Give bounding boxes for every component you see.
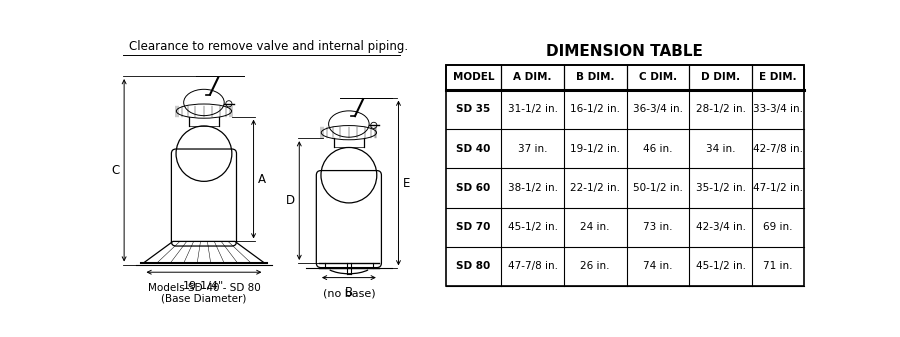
Text: 74 in.: 74 in.: [644, 262, 672, 271]
Text: D DIM.: D DIM.: [701, 72, 740, 83]
Text: 35-1/2 in.: 35-1/2 in.: [696, 183, 745, 193]
Text: 19-1/4": 19-1/4": [184, 281, 225, 291]
Text: E: E: [403, 177, 410, 189]
Text: MODEL: MODEL: [453, 72, 494, 83]
Text: C DIM.: C DIM.: [639, 72, 677, 83]
Text: SD 35: SD 35: [456, 104, 491, 114]
Text: Clearance to remove valve and internal piping.: Clearance to remove valve and internal p…: [129, 40, 409, 53]
Text: SD 70: SD 70: [456, 222, 491, 232]
Text: A: A: [258, 173, 266, 186]
Text: 73 in.: 73 in.: [644, 222, 672, 232]
Text: (no base): (no base): [322, 288, 375, 298]
Text: B DIM.: B DIM.: [576, 72, 615, 83]
Text: 24 in.: 24 in.: [580, 222, 610, 232]
Text: 47-7/8 in.: 47-7/8 in.: [508, 262, 558, 271]
Text: 50-1/2 in.: 50-1/2 in.: [633, 183, 683, 193]
Text: A DIM.: A DIM.: [513, 72, 552, 83]
Text: (Base Diameter): (Base Diameter): [161, 294, 247, 304]
Text: SD 40: SD 40: [456, 144, 491, 154]
Text: E DIM.: E DIM.: [759, 72, 796, 83]
Text: D: D: [285, 194, 294, 207]
Bar: [446, 65, 804, 90]
Text: SD 80: SD 80: [456, 262, 491, 271]
Text: 45-1/2 in.: 45-1/2 in.: [696, 262, 745, 271]
Text: DIMENSION TABLE: DIMENSION TABLE: [546, 44, 703, 59]
Text: B: B: [345, 286, 353, 299]
Text: 31-1/2 in.: 31-1/2 in.: [508, 104, 558, 114]
Text: 42-3/4 in.: 42-3/4 in.: [696, 222, 745, 232]
Text: 46 in.: 46 in.: [644, 144, 672, 154]
Text: 42-7/8 in.: 42-7/8 in.: [752, 144, 803, 154]
Text: 37 in.: 37 in.: [518, 144, 547, 154]
Text: SD 60: SD 60: [456, 183, 491, 193]
Text: 22-1/2 in.: 22-1/2 in.: [571, 183, 620, 193]
Text: 33-3/4 in.: 33-3/4 in.: [752, 104, 803, 114]
Bar: [446, 65, 804, 286]
Text: 45-1/2 in.: 45-1/2 in.: [508, 222, 558, 232]
Text: C: C: [112, 164, 120, 177]
Text: 28-1/2 in.: 28-1/2 in.: [696, 104, 745, 114]
Text: 38-1/2 in.: 38-1/2 in.: [508, 183, 558, 193]
Text: 47-1/2 in.: 47-1/2 in.: [752, 183, 803, 193]
Text: Models SD-40 - SD 80: Models SD-40 - SD 80: [148, 283, 260, 293]
Text: 26 in.: 26 in.: [580, 262, 610, 271]
Text: 19-1/2 in.: 19-1/2 in.: [571, 144, 620, 154]
Text: 34 in.: 34 in.: [706, 144, 735, 154]
Text: 69 in.: 69 in.: [763, 222, 793, 232]
Text: 36-3/4 in.: 36-3/4 in.: [633, 104, 683, 114]
Text: 16-1/2 in.: 16-1/2 in.: [571, 104, 620, 114]
Text: 71 in.: 71 in.: [763, 262, 793, 271]
